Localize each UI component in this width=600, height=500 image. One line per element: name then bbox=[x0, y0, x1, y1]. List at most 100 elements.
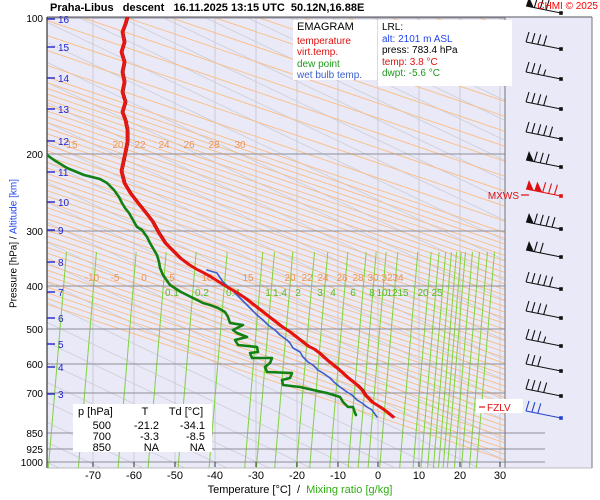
table-cell: NA bbox=[143, 442, 159, 454]
table-row: 500 -21.2 -34.1 bbox=[73, 420, 212, 432]
svg-text:700: 700 bbox=[26, 389, 43, 400]
lrl-pressure: press: 783.4 hPa bbox=[382, 45, 458, 56]
svg-text:7: 7 bbox=[58, 288, 64, 299]
svg-text:10: 10 bbox=[201, 273, 213, 284]
table-header-dewpoint: Td [°C] bbox=[168, 406, 204, 418]
svg-text:300: 300 bbox=[26, 227, 43, 238]
svg-text:5: 5 bbox=[169, 273, 175, 284]
table-cell: 850 bbox=[92, 442, 111, 454]
wind-barb bbox=[525, 241, 563, 259]
svg-text:4: 4 bbox=[58, 363, 64, 374]
table-cell: -3.3 bbox=[140, 431, 159, 443]
wind-barb bbox=[525, 328, 563, 348]
table-cell: 500 bbox=[92, 420, 111, 432]
wind-barb bbox=[525, 378, 563, 398]
wind-barb bbox=[525, 61, 563, 81]
table-cell: -8.5 bbox=[186, 431, 205, 443]
mxws-marker: MXWS bbox=[488, 191, 529, 202]
legend-title: EMAGRAM bbox=[297, 21, 354, 33]
wind-barb bbox=[525, 91, 563, 111]
svg-text:-10: -10 bbox=[85, 273, 100, 284]
svg-text:-10: -10 bbox=[330, 470, 346, 482]
svg-text:0.4: 0.4 bbox=[226, 288, 240, 299]
svg-text:15: 15 bbox=[66, 140, 78, 151]
table-row: 850 NA NA bbox=[73, 442, 212, 454]
svg-text:1.4: 1.4 bbox=[273, 288, 287, 299]
svg-text:-30: -30 bbox=[248, 470, 264, 482]
wind-barb bbox=[525, 213, 563, 231]
svg-text:30: 30 bbox=[367, 273, 379, 284]
legend-item-wet-bulb: wet bulb temp. bbox=[297, 70, 363, 81]
temperature-axis-labels: -70 -60 -50 -40 -30 -20 -10 0 10 20 30 bbox=[85, 462, 506, 482]
y-axis-pressure-label: Pressure [hPa] bbox=[8, 241, 20, 308]
svg-text:1000: 1000 bbox=[21, 458, 44, 469]
table-header-temp: T bbox=[141, 406, 149, 418]
svg-text:0.1: 0.1 bbox=[165, 288, 179, 299]
svg-text:500: 500 bbox=[26, 325, 43, 336]
isotherm-value-labels: 15 20 22 24 26 28 30-10 -5 0 5 10 15 20 22 24 26 28 30 32 3… bbox=[66, 140, 404, 284]
svg-text:11: 11 bbox=[58, 168, 69, 179]
svg-text:-50: -50 bbox=[167, 470, 183, 482]
x-axis-temperature-label: Temperature [°C] / bbox=[207, 484, 307, 496]
svg-text:12: 12 bbox=[58, 137, 70, 148]
legend-box: EMAGRAM temperature virt.temp. dew point… bbox=[293, 20, 377, 81]
lrl-altitude: alt: 2101 m ASL bbox=[382, 33, 453, 45]
svg-text:-5: -5 bbox=[111, 273, 120, 284]
temperature-curve bbox=[119, 17, 395, 419]
wind-barb bbox=[525, 180, 563, 198]
levels-table: p [hPa] T Td [°C] 500 -21.2 -34.1 700 -3… bbox=[73, 404, 212, 454]
svg-text:0: 0 bbox=[141, 273, 147, 284]
wet-bulb-curve bbox=[206, 269, 378, 418]
page-title: Praha-Libus descent 16.11.2025 13:15 UTC… bbox=[50, 2, 365, 14]
svg-text:32: 32 bbox=[381, 273, 393, 284]
svg-text:FZLV: FZLV bbox=[487, 403, 511, 414]
svg-text:MXWS: MXWS bbox=[488, 191, 519, 202]
svg-text:200: 200 bbox=[26, 150, 43, 161]
x-axis-label: Temperature [°C] / Mixing ratio [g/kg] bbox=[100, 484, 500, 496]
legend-item-virt-temp: virt.temp. bbox=[297, 47, 339, 58]
svg-text:400: 400 bbox=[26, 282, 43, 293]
table-header-row: p [hPa] T Td [°C] bbox=[73, 406, 212, 418]
svg-text:1: 1 bbox=[265, 288, 271, 299]
svg-text:850: 850 bbox=[26, 429, 43, 440]
svg-text:16: 16 bbox=[58, 15, 70, 26]
y-axis-label: Pressure [hPa] / Altitude [km] bbox=[9, 134, 20, 354]
altitude-axis-labels: 16 15 14 13 12 11 10 9 8 7 6 5 4 3 bbox=[47, 15, 70, 401]
wind-barb bbox=[525, 151, 563, 169]
pressure-axis-labels: 100 200 300 400 500 600 700 850 925 1000 bbox=[21, 14, 44, 469]
dew-point-curve bbox=[47, 153, 358, 417]
legend-item-temperature: temperature bbox=[297, 35, 351, 47]
svg-text:10: 10 bbox=[58, 198, 70, 209]
svg-text:-40: -40 bbox=[207, 470, 223, 482]
fzlv-marker: FZLV bbox=[476, 399, 523, 414]
table-cell: NA bbox=[189, 442, 205, 454]
svg-text:5: 5 bbox=[58, 340, 64, 351]
svg-text:2: 2 bbox=[295, 288, 301, 299]
svg-text:34: 34 bbox=[392, 273, 404, 284]
svg-text:25: 25 bbox=[431, 288, 443, 299]
svg-text:13: 13 bbox=[58, 105, 70, 116]
svg-text:6: 6 bbox=[58, 314, 64, 325]
mixing-ratio-lines bbox=[47, 251, 495, 468]
svg-text:30: 30 bbox=[494, 470, 506, 482]
svg-text:600: 600 bbox=[26, 360, 43, 371]
lrl-dewpoint: dwpt: -5.6 °C bbox=[382, 68, 440, 79]
wind-barb-column bbox=[525, 0, 563, 420]
svg-text:6: 6 bbox=[350, 288, 356, 299]
table-cell: 700 bbox=[92, 431, 111, 443]
y-axis-separator: / bbox=[8, 234, 20, 242]
wind-barb bbox=[525, 271, 563, 291]
svg-text:20: 20 bbox=[284, 273, 296, 284]
plot-frame bbox=[46, 16, 593, 469]
svg-text:24: 24 bbox=[158, 140, 170, 151]
copyright-text: CHMI © 2025 bbox=[537, 1, 598, 12]
svg-text:15: 15 bbox=[58, 43, 70, 54]
svg-text:-20: -20 bbox=[289, 470, 305, 482]
svg-text:0: 0 bbox=[375, 470, 381, 482]
svg-text:20: 20 bbox=[454, 470, 466, 482]
svg-text:15: 15 bbox=[397, 288, 409, 299]
svg-text:10: 10 bbox=[376, 288, 388, 299]
